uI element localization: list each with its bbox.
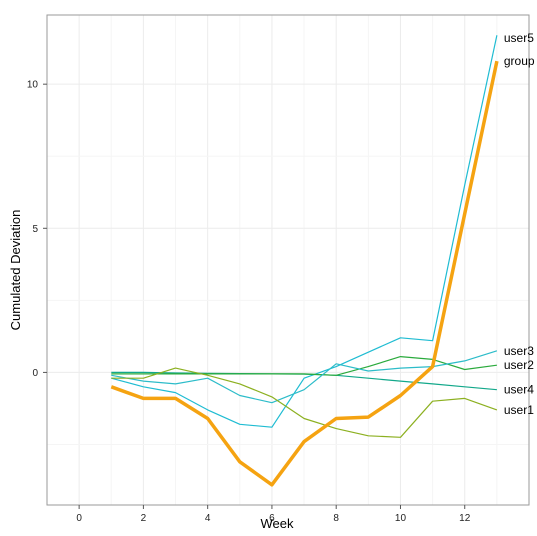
- x-tick-label: 0: [76, 513, 82, 524]
- y-tick-label: 10: [27, 80, 39, 91]
- grid: [46, 15, 530, 505]
- y-tick-label: 0: [32, 368, 38, 379]
- x-tick-label: 8: [333, 513, 339, 524]
- x-tick-label: 2: [141, 513, 147, 524]
- series-line-group: [110, 60, 499, 487]
- series-label-user1: user1: [504, 403, 534, 417]
- x-tick-label: 10: [395, 513, 407, 524]
- series-lines: [110, 35, 499, 487]
- series-label-user2: user2: [504, 358, 534, 372]
- series-label-user3: user3: [504, 344, 534, 358]
- series-label-user5: user5: [504, 31, 534, 45]
- x-axis-ticks: 0 2 4 6 8 10 12: [76, 505, 471, 524]
- y-axis-ticks: 0 5 10: [27, 80, 47, 379]
- y-tick-label: 5: [32, 224, 38, 235]
- x-tick-label: 6: [269, 513, 275, 524]
- series-line-user5: [111, 35, 498, 428]
- x-tick-label: 4: [205, 513, 211, 524]
- plot-panel: [46, 14, 530, 506]
- series-line-user1: [111, 367, 498, 438]
- x-axis-title: Week: [261, 516, 294, 531]
- y-axis-title: Cumulated Deviation: [8, 210, 23, 331]
- x-tick-label: 12: [459, 513, 471, 524]
- series-label-user4: user4: [504, 383, 534, 397]
- series-label-group: group: [504, 54, 535, 68]
